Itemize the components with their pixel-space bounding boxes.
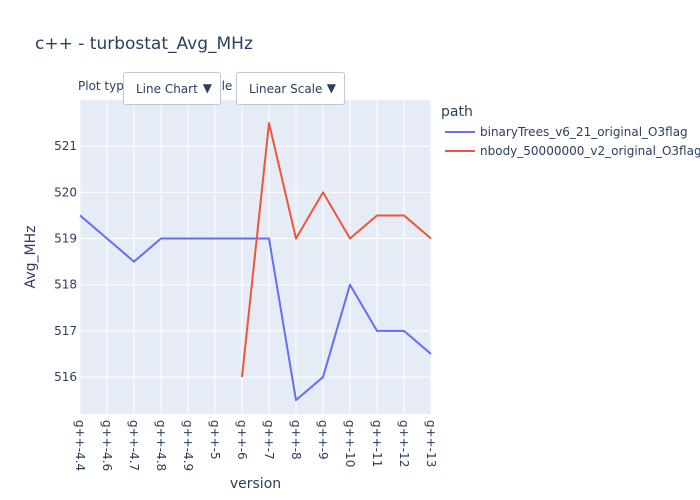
data-point[interactable] [320, 374, 326, 380]
chevron-down-icon: ▼ [202, 81, 212, 95]
data-point[interactable] [347, 236, 353, 242]
x-tick-label: g++-10 [343, 420, 357, 467]
data-point[interactable] [266, 120, 272, 126]
data-point[interactable] [131, 259, 137, 265]
data-point[interactable] [347, 282, 353, 288]
scale-dropdown[interactable]: Linear Scale ▼ [236, 72, 345, 105]
data-point[interactable] [239, 374, 245, 380]
legend-swatch-0 [445, 131, 475, 133]
data-point[interactable] [401, 328, 407, 334]
plot-type-label: Plot type [78, 79, 132, 93]
x-tick-label: g++-9 [316, 420, 330, 460]
data-point[interactable] [293, 236, 299, 242]
x-tick-label: g++-4.8 [154, 420, 168, 471]
legend-title: path [441, 104, 473, 120]
series-layer [77, 120, 434, 403]
scale-value: Linear Scale [249, 81, 323, 96]
data-point[interactable] [428, 236, 434, 242]
chevron-down-icon: ▼ [326, 81, 336, 95]
x-tick-label: g++-4.9 [181, 420, 195, 471]
data-point[interactable] [374, 212, 380, 218]
y-axis-title: Avg_MHz [23, 226, 39, 289]
y-tick-label: 517 [54, 324, 77, 338]
data-point[interactable] [185, 236, 191, 242]
legend-label: nbody_50000000_v2_original_O3flag [480, 144, 700, 158]
y-tick-label: 516 [54, 370, 77, 384]
series-line-1[interactable] [241, 122, 432, 378]
x-tick-label: g++-4.4 [73, 420, 87, 471]
data-point[interactable] [77, 212, 83, 218]
data-point[interactable] [428, 351, 434, 357]
y-tick-label: 519 [54, 232, 77, 246]
x-tick-label: g++-4.7 [127, 420, 141, 471]
legend-label: binaryTrees_v6_21_original_O3flag [480, 125, 688, 139]
y-tick-labels: 516 517 518 519 520 521 [54, 139, 77, 384]
x-grid [79, 100, 432, 414]
data-point[interactable] [158, 236, 164, 242]
x-tick-label: g++-5 [208, 420, 222, 460]
y-tick-label: 520 [54, 185, 77, 199]
chart-title: c++ - turbostat_Avg_MHz [35, 34, 253, 54]
y-tick-label: 521 [54, 139, 77, 153]
plot-type-dropdown[interactable]: Line Chart ▼ [123, 72, 221, 105]
legend-item[interactable]: nbody_50000000_v2_original_O3flag [445, 142, 700, 160]
legend-swatch-1 [445, 150, 475, 152]
y-tick-label: 518 [54, 278, 77, 292]
data-point[interactable] [293, 397, 299, 403]
data-point[interactable] [374, 328, 380, 334]
x-tick-label: g++-11 [370, 420, 384, 467]
plot-type-value: Line Chart [136, 81, 198, 96]
data-point[interactable] [212, 236, 218, 242]
x-axis-title: version [230, 476, 281, 492]
x-tick-label: g++-4.6 [100, 420, 114, 471]
data-point[interactable] [104, 236, 110, 242]
x-tick-labels: g++-4.4 g++-4.6 g++-4.7 g++-4.8 g++-4.9 g++-5… [73, 420, 438, 471]
series-line-0[interactable] [79, 214, 432, 402]
data-point[interactable] [320, 189, 326, 195]
data-point[interactable] [239, 236, 245, 242]
x-tick-label: g++-6 [235, 420, 249, 460]
data-point[interactable] [266, 236, 272, 242]
data-point[interactable] [401, 212, 407, 218]
x-tick-label: g++-12 [397, 420, 411, 467]
x-tick-label: g++-13 [424, 420, 438, 467]
y-grid [80, 145, 431, 378]
x-tick-label: g++-7 [262, 420, 276, 460]
legend-item[interactable]: binaryTrees_v6_21_original_O3flag [445, 123, 688, 141]
x-tick-label: g++-8 [289, 420, 303, 460]
